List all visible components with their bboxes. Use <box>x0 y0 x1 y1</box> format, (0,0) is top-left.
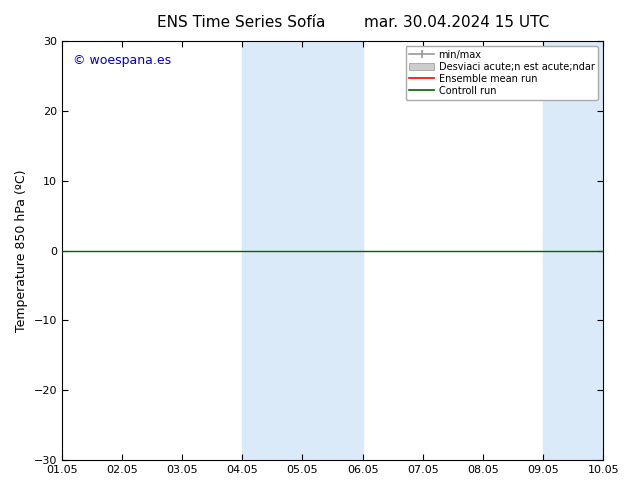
Text: mar. 30.04.2024 15 UTC: mar. 30.04.2024 15 UTC <box>364 15 549 30</box>
Y-axis label: Temperature 850 hPa (ºC): Temperature 850 hPa (ºC) <box>15 170 28 332</box>
Text: © woespana.es: © woespana.es <box>73 53 171 67</box>
Text: ENS Time Series Sofía: ENS Time Series Sofía <box>157 15 325 30</box>
Legend: min/max, Desviaci acute;n est acute;ndar, Ensemble mean run, Controll run: min/max, Desviaci acute;n est acute;ndar… <box>406 46 598 99</box>
Bar <box>543 41 603 460</box>
Bar <box>242 41 363 460</box>
